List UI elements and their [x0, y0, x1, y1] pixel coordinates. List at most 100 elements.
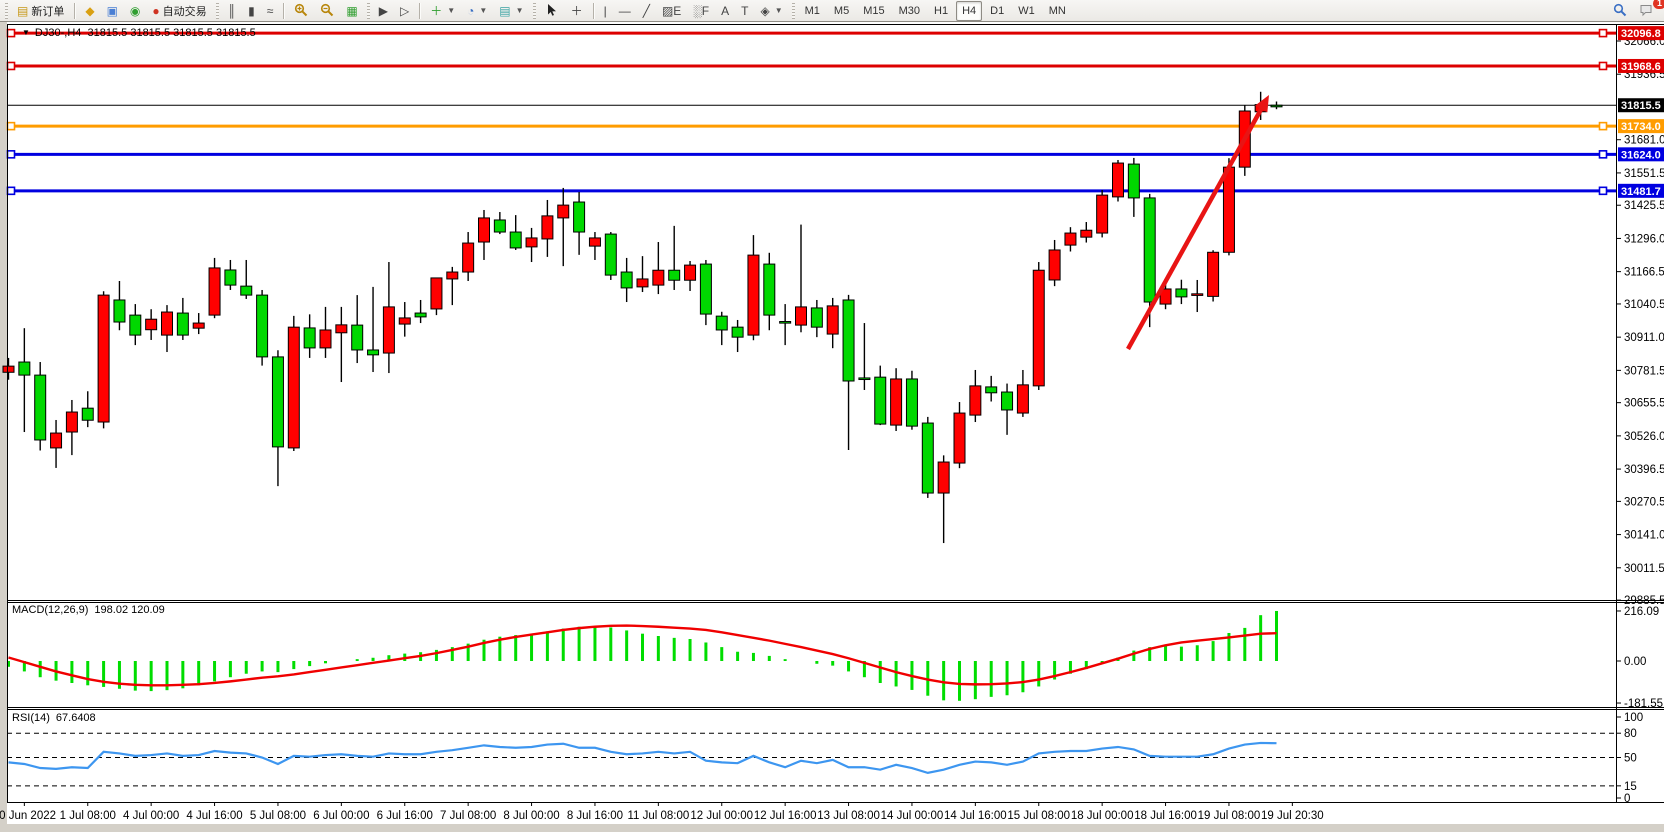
macd-panel[interactable] — [7, 610, 1278, 701]
channel-button[interactable]: ▨E — [657, 1, 686, 21]
rsi-indicator-label: RSI(14) 67.6408 — [12, 712, 96, 724]
price-tick-label: 30526.0 — [1624, 431, 1664, 443]
candle-body — [985, 386, 998, 394]
resistance-line-2-handle[interactable] — [1598, 61, 1608, 71]
rsi-panel[interactable] — [7, 732, 1616, 787]
candle-body — [588, 237, 601, 247]
time-axis-label: 12 Jul 00:00 — [690, 810, 753, 822]
cursor-icon — [545, 3, 559, 19]
timeframe-button-m30[interactable]: M30 — [898, 4, 921, 17]
candle-body — [2, 365, 15, 373]
candle-body — [34, 374, 47, 441]
bar-chart-button[interactable]: ║ — [223, 1, 242, 21]
time-axis-label: 13 Jul 08:00 — [817, 810, 880, 822]
candle-body — [97, 294, 110, 423]
chevron-down-icon[interactable]: ▼ — [774, 6, 783, 15]
search-button[interactable] — [1608, 1, 1632, 21]
chart-background[interactable] — [7, 24, 1664, 824]
resistance-line-1-handle[interactable] — [6, 28, 16, 38]
vertical-line-button[interactable]: | — [599, 1, 612, 21]
horizontal-line-button[interactable]: — — [614, 1, 636, 21]
tile-windows-button[interactable]: ▦ — [341, 1, 362, 21]
notification-count-badge[interactable]: 1 — [1652, 0, 1664, 9]
candle-body — [573, 201, 586, 233]
auto-scroll-button[interactable]: ▶ — [374, 1, 393, 21]
cursor-button[interactable] — [540, 1, 564, 21]
resistance-line-2-handle[interactable] — [6, 61, 16, 71]
zoom-out-button[interactable] — [315, 1, 339, 21]
support-line-2-price-tag — [1618, 183, 1664, 198]
timeframe-button-mn[interactable]: MN — [1048, 4, 1066, 17]
candle-body — [1064, 232, 1077, 246]
price-tick-label: 31681.0 — [1624, 135, 1664, 147]
chevron-down-icon[interactable]: ▼ — [515, 6, 524, 15]
candle-body — [636, 278, 649, 288]
rsi-tick-label: 100 — [1624, 712, 1643, 724]
time-axis-label: 5 Jul 08:00 — [250, 810, 306, 822]
price-tick-label: 31296.0 — [1624, 233, 1664, 245]
chevron-down-icon[interactable]: ▼ — [479, 6, 488, 15]
timeframe-button-w1[interactable]: W1 — [1018, 4, 1035, 17]
horizontal-lines[interactable] — [6, 28, 1616, 196]
trend-arrow-shaft[interactable] — [1126, 107, 1264, 351]
price-tick-label: 30396.5 — [1624, 464, 1664, 476]
new-chart-button[interactable]: ＋ ▼ — [425, 1, 460, 21]
profile-button[interactable]: ▣ — [102, 1, 123, 21]
timeframe-button-d1[interactable]: D1 — [990, 4, 1005, 17]
support-line-1-handle[interactable] — [1598, 150, 1608, 159]
notifications-button[interactable]: 1 — [1634, 0, 1664, 21]
text-button[interactable]: A — [716, 1, 734, 21]
crosshair-button[interactable]: ＋ — [566, 1, 588, 21]
fibonacci-button[interactable]: ░F — [688, 1, 714, 21]
periods-clock-button[interactable]: ◔ ▼ — [462, 1, 492, 21]
timeframe-button-h1[interactable]: H1 — [934, 4, 949, 17]
timeframe-button-m1[interactable]: M1 — [804, 4, 820, 17]
time-axis[interactable]: 30 Jun 2022 1 Jul 08:00 4 Jul 00:00 4 Jul 1… — [0, 802, 1324, 822]
candlestick-chart-button[interactable]: ▮ — [243, 1, 260, 21]
price-axis[interactable]: 32066.031936.531681.031551.531425.531296… — [1616, 36, 1664, 607]
candle-body — [620, 271, 633, 289]
arrows-button[interactable]: ◈ ▼ — [755, 1, 787, 21]
rsi-tick-label: 50 — [1624, 753, 1637, 765]
timeframe-button-h4[interactable]: H4 — [956, 0, 983, 21]
new-order-button[interactable]: ▤ 新订单 — [12, 1, 69, 21]
trendline-button[interactable]: ╱ — [638, 1, 655, 21]
chart-shift-button[interactable]: ▷ — [395, 1, 414, 21]
line-chart-button[interactable]: ≈ — [262, 1, 279, 21]
chart-wizard-button[interactable]: ◆ — [80, 1, 99, 21]
price-tags: 32096.8 31968.6 31815.5 31734.0 31624.0 31481… — [1618, 26, 1664, 198]
autotrade-button[interactable]: ● 自动交易 — [147, 1, 211, 21]
chart-shift-icon: ▷ — [399, 3, 410, 18]
candle-body — [525, 237, 538, 248]
candle-body — [937, 461, 950, 494]
candle-body — [858, 377, 871, 381]
main-toolbar: ▤ 新订单 ◆ ▣ ◉ ● 自动交易 ║ ▮ ≈ ▦ ▶ ▷ ＋ ▼ ◔ ▼ ▤ ▼ ＋ | — ╱ ▨E ░F A T ◈ ▼ M1 M… — [0, 0, 1664, 22]
candle-body — [351, 324, 364, 351]
timeframe-button-m15[interactable]: M15 — [863, 4, 885, 17]
support-line-2-handle[interactable] — [6, 186, 16, 196]
chevron-down-icon[interactable]: ▼ — [447, 6, 456, 15]
time-axis-label: 1 Jul 08:00 — [60, 810, 116, 822]
auto-scroll-icon: ▶ — [378, 3, 388, 18]
support-line-1-handle[interactable] — [6, 150, 16, 159]
price-tick-label: 30011.5 — [1624, 563, 1664, 575]
time-axis-label: 18 Jul 16:00 — [1134, 810, 1197, 822]
candle-body — [161, 311, 173, 336]
pivot-line-handle[interactable] — [1598, 121, 1608, 131]
pivot-line-handle[interactable] — [6, 121, 16, 131]
support-line-2-handle[interactable] — [1598, 186, 1608, 196]
candle-body — [557, 204, 570, 219]
text-label-button[interactable]: T — [736, 1, 753, 21]
zoom-in-icon — [294, 3, 308, 19]
trend-arrow-annotation[interactable] — [1126, 95, 1269, 351]
trend-arrow-head[interactable] — [1255, 95, 1269, 113]
timeframe-button-m5[interactable]: M5 — [833, 4, 850, 17]
zoom-in-button[interactable] — [289, 1, 313, 21]
resistance-line-1-handle[interactable] — [1598, 28, 1608, 38]
rsi-tick-label: 80 — [1624, 728, 1637, 740]
alerts-button[interactable]: ◉ — [125, 1, 145, 21]
time-axis-label: 7 Jul 08:00 — [440, 810, 496, 822]
template-button[interactable]: ▤ ▼ — [494, 1, 528, 21]
candle-body — [890, 378, 903, 426]
